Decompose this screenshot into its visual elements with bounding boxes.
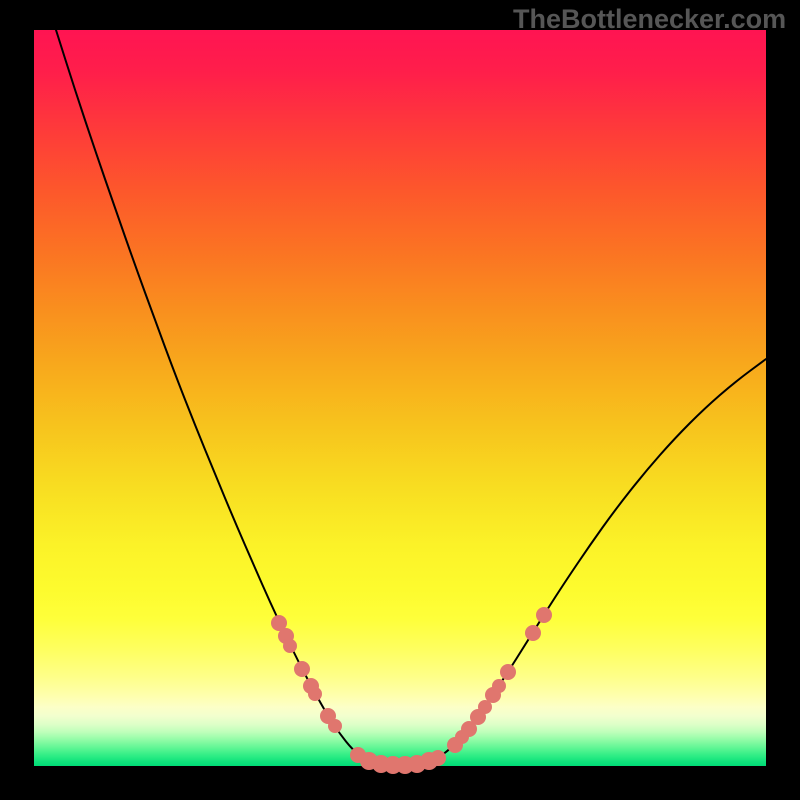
marker-dot bbox=[283, 639, 297, 653]
marker-dot bbox=[525, 625, 541, 641]
marker-dot bbox=[308, 687, 322, 701]
marker-dot bbox=[492, 679, 506, 693]
gradient-background bbox=[34, 30, 766, 766]
marker-dot bbox=[328, 719, 342, 733]
marker-dot bbox=[294, 661, 310, 677]
watermark-text: TheBottlenecker.com bbox=[513, 4, 786, 35]
marker-dot bbox=[536, 607, 552, 623]
marker-dot bbox=[500, 664, 516, 680]
bottleneck-chart bbox=[0, 0, 800, 800]
marker-dot bbox=[430, 750, 446, 766]
